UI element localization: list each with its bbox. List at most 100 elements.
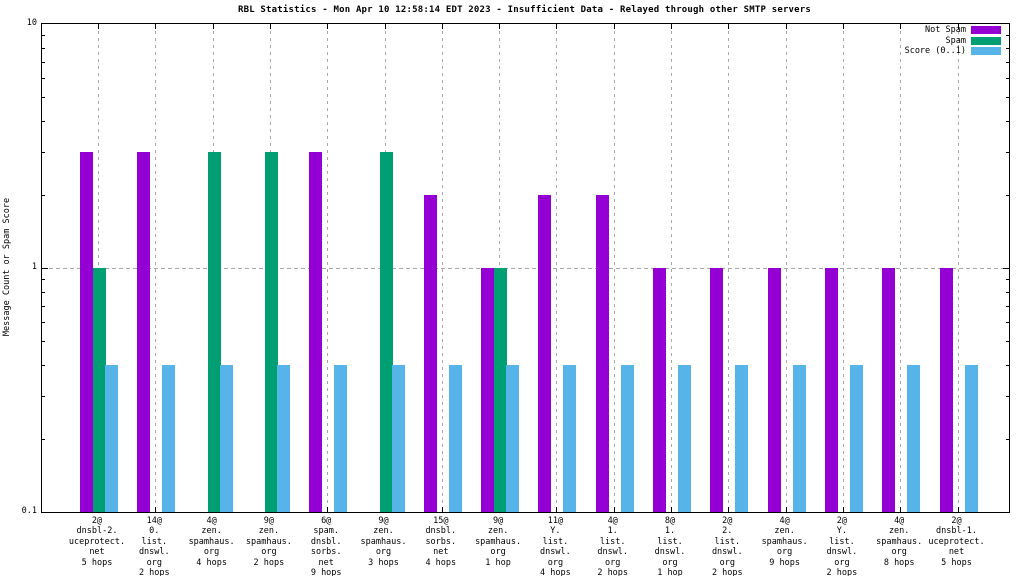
x-group-label-line: list. (657, 536, 683, 547)
bar-score (849, 365, 863, 512)
legend-swatch-score (971, 46, 1001, 55)
x-group-label-line: 4@ (607, 516, 618, 526)
x-group-label: 4@ 1. list. dnswl. org 2 hops (572, 516, 654, 576)
y-tick-label: 10 (26, 18, 37, 28)
y-minor-tick-left (42, 78, 45, 80)
y-minor-tick-right (1006, 47, 1009, 49)
x-group-label-line: Y. (550, 526, 561, 537)
legend: Not Spam Spam Score (0..1) (905, 25, 1001, 56)
gridline-x (900, 24, 902, 512)
chart-title: RBL Statistics - Mon Apr 10 12:58:14 EDT… (237, 5, 812, 15)
bar-score (964, 365, 978, 512)
x-group-label-line: sorbs. (310, 547, 342, 558)
x-group-label-line: dnswl. (597, 547, 629, 558)
y-major-tick-right (1003, 268, 1009, 269)
x-group-label: 4@ zen. spamhaus. org 8 hops (858, 516, 940, 568)
plot-area (41, 23, 1010, 513)
y-minor-tick-left (42, 121, 45, 123)
x-group-label-line: dnswl. (654, 547, 686, 558)
x-group-label-line: net (948, 547, 965, 558)
bar-spam (264, 151, 278, 512)
x-group-label-line: 9@ (378, 516, 389, 526)
gridline-y1 (42, 268, 1009, 269)
bar-score (105, 365, 118, 512)
bar-spam (379, 151, 393, 512)
x-tick-bottom (556, 507, 558, 512)
y-tick-label: 1 (31, 262, 37, 272)
x-tick-top (556, 24, 558, 29)
x-group-label-line: org (547, 557, 564, 568)
y-minor-tick-left (42, 47, 45, 49)
legend-label: Score (0..1) (904, 45, 966, 56)
x-group-label-line: 4 hops (196, 557, 227, 568)
x-group-label: 4@ zen. spamhaus. org 9 hops (744, 516, 826, 568)
x-group-label-line: list. (829, 536, 855, 547)
bar-score (563, 365, 577, 512)
y-minor-tick-left (42, 97, 45, 99)
gridline-x (556, 24, 558, 512)
y-minor-tick-left (42, 395, 45, 397)
y-minor-tick-right (1006, 194, 1009, 196)
x-group-label: 15@ dnsbl. sorbs. net 4 hops (400, 516, 482, 568)
bar-score (735, 365, 749, 512)
x-group-label-line: org (662, 557, 678, 568)
x-group-label-line: org (261, 547, 277, 558)
x-group-label-line: org (719, 557, 735, 568)
y-minor-tick-right (1006, 61, 1009, 63)
x-group-label-line: list. (542, 536, 569, 547)
gridline-x (155, 24, 157, 512)
x-tick-top (327, 24, 329, 29)
x-group-label-line: 9@ (263, 516, 275, 526)
x-group-label-line: org (375, 547, 392, 558)
x-tick-top (269, 24, 271, 29)
y-minor-tick-right (1006, 279, 1009, 281)
bar-score (907, 365, 921, 512)
legend-label: Spam (945, 35, 966, 46)
x-group-label-line: zen. (487, 526, 509, 537)
x-tick-top (842, 24, 844, 29)
x-group-label: 8@ 1. list. dnswl. org 1 hop (629, 516, 711, 576)
x-group-label-line: 2@ (951, 516, 962, 526)
gridline-x (613, 24, 615, 512)
x-group-label-line: dnsbl. (425, 526, 457, 537)
bar-spam (93, 268, 106, 512)
x-group-label-line: zen. (258, 526, 280, 537)
y-minor-tick-right (1006, 97, 1009, 99)
y-minor-tick-left (42, 365, 45, 367)
x-group-label: 4@ zen. spamhaus. org 4 hops (171, 516, 253, 568)
x-group-label-line: 11@ (547, 516, 564, 526)
x-group-label-line: 1. (664, 526, 676, 537)
x-group-label-line: 2@ (91, 516, 103, 526)
x-group-label-line: dnswl. (138, 547, 170, 558)
x-tick-top (441, 24, 443, 29)
x-group-label-line: zen. (888, 526, 910, 537)
y-minor-tick-right (1006, 151, 1009, 153)
gridline-x (957, 24, 959, 512)
x-group-label-line: 2 hops (597, 568, 629, 576)
bar-score (678, 365, 691, 512)
x-group-label-line: 2. (722, 526, 733, 537)
x-group-label-line: list. (599, 536, 626, 547)
bar-not_spam (653, 268, 666, 512)
x-group-label-line: 2 hops (138, 568, 170, 576)
x-group-label-line: spam. (313, 526, 339, 537)
x-group-label: 2@ 2. list. dnswl. org 2 hops (686, 516, 768, 576)
x-group-label-line: dnsbl. (310, 536, 342, 547)
x-group-label-line: spamhaus. (188, 536, 235, 547)
bar-not_spam (80, 151, 93, 512)
y-minor-tick-left (42, 194, 45, 196)
bar-score (276, 365, 290, 512)
x-tick-top (613, 24, 615, 29)
x-group-label-line: 9 hops (769, 557, 800, 568)
gridline-x (441, 24, 443, 512)
x-tick-bottom (327, 507, 329, 512)
x-group-label-line: 1 hop (485, 557, 511, 568)
x-group-label-line: 4@ (894, 516, 905, 526)
y-minor-tick-left (42, 151, 45, 153)
x-group-label-line: sorbs. (425, 536, 457, 547)
bar-not_spam (423, 194, 437, 512)
bar-not_spam (481, 268, 495, 512)
x-group-label-line: 1. (607, 526, 618, 537)
x-tick-top (212, 24, 214, 29)
